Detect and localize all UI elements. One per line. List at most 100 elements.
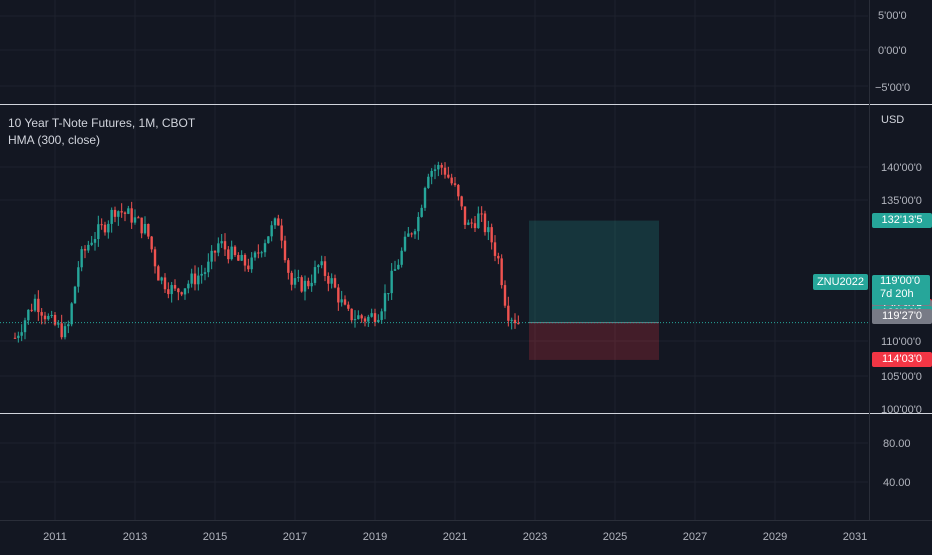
bottom-tick: 40.00 bbox=[883, 477, 911, 489]
candle-body bbox=[283, 240, 287, 261]
candle-body bbox=[240, 254, 243, 261]
candle-body bbox=[423, 187, 427, 208]
legend-title[interactable]: 10 Year T-Note Futures, 1M, CBOT bbox=[8, 116, 196, 130]
position-stop-zone bbox=[529, 322, 659, 360]
time-tick-label: 2023 bbox=[523, 531, 547, 543]
candle-body bbox=[270, 225, 273, 237]
candle-body bbox=[117, 211, 120, 217]
countdown-badge: 119'00'0 7d 20h bbox=[872, 275, 930, 305]
candle-body bbox=[417, 216, 420, 232]
candle-body bbox=[223, 241, 227, 250]
candle-body bbox=[250, 257, 253, 270]
candle-body bbox=[500, 258, 503, 286]
candle-body bbox=[213, 250, 217, 253]
time-axis[interactable]: 2011 2013 2015 2017 2019 2021 2023 2025 2027 2029… bbox=[43, 531, 867, 543]
candle-body bbox=[437, 165, 440, 170]
time-tick-label: 2015 bbox=[203, 531, 227, 543]
candle-body bbox=[237, 255, 240, 261]
symbol-badge: ZNU2022 bbox=[813, 274, 868, 290]
candle-body bbox=[97, 224, 100, 240]
candle-body bbox=[443, 167, 447, 175]
candle-body bbox=[220, 241, 223, 244]
candle-body bbox=[313, 267, 317, 283]
candle-body bbox=[433, 169, 437, 171]
candle-body bbox=[290, 272, 293, 285]
candle-body bbox=[193, 273, 197, 285]
candle-body bbox=[160, 277, 163, 281]
candle-body bbox=[337, 287, 340, 303]
candle-body bbox=[253, 252, 257, 258]
candle-body bbox=[363, 318, 367, 322]
candle-body bbox=[73, 286, 77, 304]
candle-body bbox=[227, 249, 230, 260]
legend-indicator[interactable]: HMA (300, close) bbox=[8, 133, 101, 147]
candle-body bbox=[403, 236, 407, 251]
candle-body bbox=[280, 225, 283, 241]
candle-body bbox=[183, 288, 187, 295]
candle-body bbox=[207, 261, 210, 273]
candle-body bbox=[143, 223, 147, 234]
candle-body bbox=[380, 311, 383, 320]
candle-body bbox=[287, 260, 290, 273]
candle-body bbox=[83, 249, 87, 251]
candle-body bbox=[407, 233, 410, 237]
candle-body bbox=[327, 275, 330, 284]
candle-body bbox=[217, 243, 220, 253]
candle-body bbox=[107, 223, 110, 233]
time-tick-label: 2021 bbox=[443, 531, 467, 543]
candle-body bbox=[47, 315, 50, 320]
top-pane: 5'00'0 0'00'0 −5'00'0 bbox=[875, 10, 910, 94]
candle-body bbox=[347, 304, 350, 309]
candle-body bbox=[20, 332, 23, 336]
candle-body bbox=[503, 285, 507, 306]
candle-body bbox=[13, 337, 17, 339]
candle-body bbox=[410, 233, 413, 235]
candle-body bbox=[490, 227, 493, 243]
candle-body bbox=[273, 218, 277, 226]
price-tick: 100'00'0 bbox=[881, 404, 922, 416]
price-axis[interactable]: 140'00'0 135'00'0 110'00'0 105'00'0 100'… bbox=[881, 162, 922, 416]
candle-body bbox=[203, 272, 207, 274]
candle-body bbox=[340, 299, 343, 303]
time-tick-label: 2017 bbox=[283, 531, 307, 543]
candle-body bbox=[177, 288, 180, 293]
candle-body bbox=[70, 303, 73, 325]
bottom-tick: 80.00 bbox=[883, 438, 911, 450]
currency-label: USD bbox=[881, 114, 905, 126]
candle-body bbox=[497, 255, 500, 259]
candle-body bbox=[110, 209, 113, 224]
long-position-tool[interactable] bbox=[529, 220, 659, 360]
candle-body bbox=[293, 278, 297, 285]
candle-body bbox=[310, 282, 313, 287]
candle-body bbox=[27, 309, 30, 321]
candle-body bbox=[17, 335, 20, 338]
candle-body bbox=[387, 293, 390, 295]
candle-body bbox=[87, 244, 90, 251]
candle-body bbox=[127, 208, 130, 214]
top-tick: 0'00'0 bbox=[878, 45, 907, 57]
candle-body bbox=[350, 308, 353, 321]
candle-body bbox=[173, 285, 177, 289]
price-tick: 135'00'0 bbox=[881, 195, 922, 207]
candle-body bbox=[130, 208, 133, 223]
candle-body bbox=[390, 270, 393, 294]
candle-body bbox=[370, 313, 373, 317]
time-tick-label: 2025 bbox=[603, 531, 627, 543]
candle-body bbox=[307, 280, 310, 287]
candle-body bbox=[23, 320, 27, 333]
candle-body bbox=[200, 273, 203, 276]
position-target-zone bbox=[529, 220, 659, 323]
candle-body bbox=[153, 249, 157, 267]
candle-body bbox=[170, 285, 173, 295]
candle-body bbox=[393, 269, 397, 271]
candle-body bbox=[187, 283, 190, 289]
candle-body bbox=[80, 249, 83, 268]
candle-body bbox=[260, 252, 263, 254]
candle-body bbox=[413, 231, 417, 235]
candle-body bbox=[330, 278, 333, 284]
candle-body bbox=[50, 314, 53, 316]
candle-body bbox=[397, 264, 400, 270]
price-tick: 110'00'0 bbox=[881, 336, 921, 348]
time-tick-label: 2011 bbox=[43, 531, 67, 543]
